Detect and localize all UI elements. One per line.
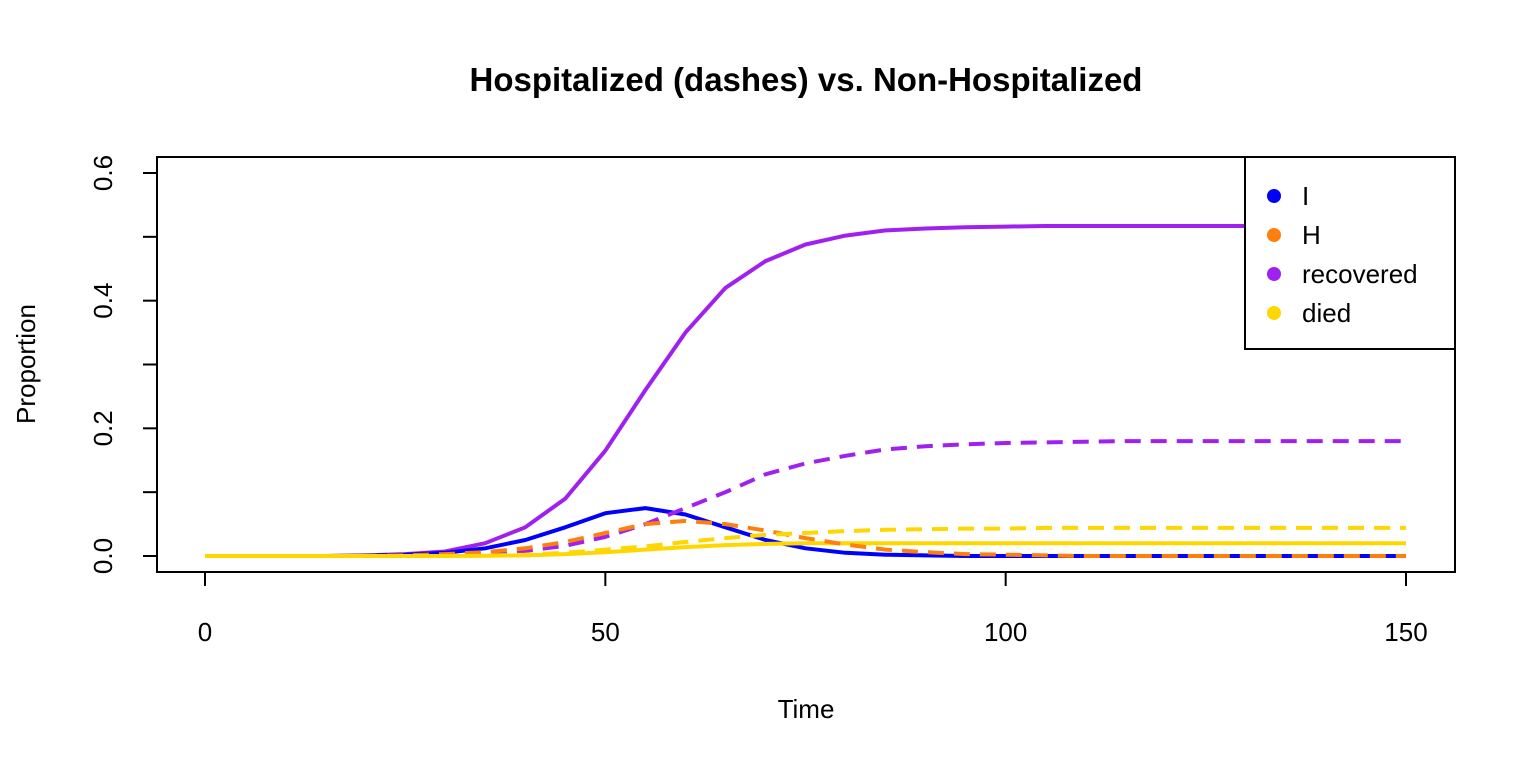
legend-marker-H: [1267, 228, 1281, 242]
series-H-dashed: [205, 518, 1406, 558]
series-died-solid: [205, 541, 1406, 558]
x-tick-label: 0: [198, 617, 212, 647]
x-tick-label: 150: [1384, 617, 1427, 647]
series-recovered-solid: [205, 224, 1406, 558]
y-tick-label: 0.6: [88, 155, 118, 191]
legend-label-H: H: [1302, 220, 1321, 250]
legend-label-I: I: [1302, 181, 1309, 211]
legend-box: [1244, 156, 1456, 350]
legend-label-died: died: [1302, 298, 1351, 328]
legend-marker-recovered: [1267, 267, 1281, 281]
y-axis: 0.0 0.2 0.4 0.6: [88, 155, 158, 574]
x-axis-label: Time: [778, 694, 835, 724]
x-axis: 0 50 100 150: [198, 571, 1428, 647]
legend-marker-died: [1267, 306, 1281, 320]
legend-label-recovered: recovered: [1302, 259, 1418, 289]
y-axis-label: Proportion: [11, 304, 41, 424]
series-died-dashed: [205, 525, 1406, 558]
series-layer: [205, 224, 1406, 558]
legend-marker-I: [1267, 189, 1281, 203]
y-tick-label: 0.4: [88, 283, 118, 319]
chart-title: Hospitalized (dashes) vs. Non-Hospitaliz…: [470, 61, 1143, 98]
x-tick-label: 100: [984, 617, 1027, 647]
y-tick-label: 0.0: [88, 538, 118, 574]
series-recovered-dashed: [205, 439, 1406, 558]
x-tick-label: 50: [591, 617, 620, 647]
y-tick-label: 0.2: [88, 410, 118, 446]
